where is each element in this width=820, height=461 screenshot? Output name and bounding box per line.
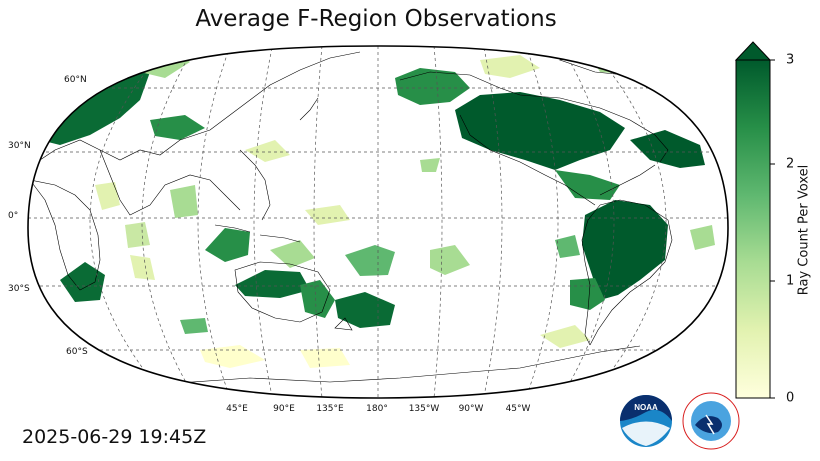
map-title: Average F-Region Observations	[195, 6, 557, 32]
colorbar-tick-1: 1	[786, 273, 795, 289]
lon-label-90w: 90°W	[458, 404, 484, 414]
noaa-logo: NOAA	[620, 395, 672, 447]
lat-label-30n: 30°N	[8, 141, 31, 151]
lat-label-0: 0°	[8, 211, 19, 221]
svg-text:NOAA: NOAA	[634, 403, 658, 412]
lat-label-30s: 30°S	[8, 284, 30, 294]
lon-label-180: 180°	[366, 404, 388, 414]
colorbar	[734, 41, 775, 399]
lon-label-45w: 45°W	[505, 404, 531, 414]
lat-label-60s: 60°S	[66, 347, 88, 357]
lat-label-60n: 60°N	[64, 75, 87, 85]
coastlines	[29, 51, 673, 386]
colorbar-tick-2: 2	[786, 156, 795, 172]
graticule	[28, 46, 728, 398]
colorbar-label: Ray Count Per Voxel	[796, 164, 812, 296]
lon-label-90e: 90°E	[273, 404, 295, 414]
colorbar-gradient	[735, 59, 771, 399]
nws-logo	[682, 392, 740, 450]
timestamp: 2025-06-29 19:45Z	[22, 426, 207, 448]
colorbar-tick-0: 0	[786, 390, 795, 406]
globe-outline	[27, 45, 729, 399]
colorbar-tick-3: 3	[786, 52, 795, 68]
lon-label-45e: 45°E	[226, 404, 248, 414]
colorbar-extend-arrow	[734, 41, 772, 61]
lon-label-135w: 135°W	[408, 404, 440, 414]
lon-label-135e: 135°E	[316, 404, 344, 414]
